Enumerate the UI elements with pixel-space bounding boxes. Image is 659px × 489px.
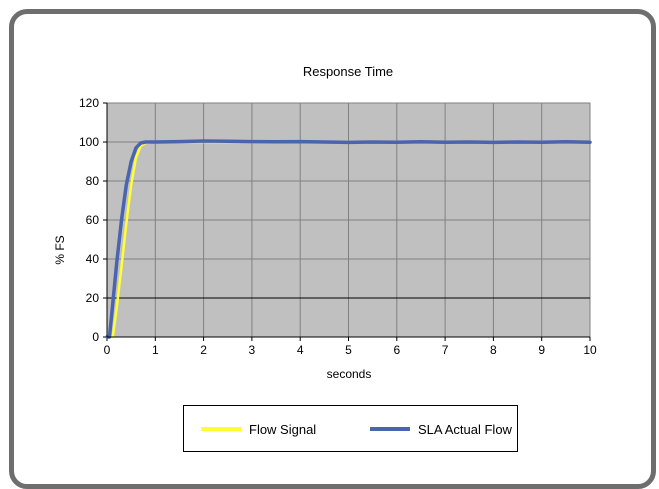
x-tick-label: 8 bbox=[490, 343, 497, 357]
x-tick-label: 6 bbox=[393, 343, 400, 357]
legend-swatch-sla-actual-flow bbox=[370, 427, 410, 431]
x-tick-label: 5 bbox=[345, 343, 352, 357]
x-tick-label: 9 bbox=[538, 343, 545, 357]
y-axis-ticks: 0 20 40 60 80 100 120 bbox=[79, 96, 107, 344]
x-tick-label: 2 bbox=[200, 343, 207, 357]
legend-label-flow-signal: Flow Signal bbox=[249, 421, 317, 437]
chart-title: Response Time bbox=[303, 64, 393, 79]
x-tick-label: 10 bbox=[583, 343, 597, 357]
legend-swatch-flow-signal bbox=[201, 427, 241, 431]
y-tick-label: 60 bbox=[86, 213, 100, 227]
chart-legend: Flow Signal SLA Actual Flow bbox=[183, 405, 518, 452]
x-tick-label: 0 bbox=[104, 343, 111, 357]
y-axis-label: % FS bbox=[53, 235, 67, 264]
y-tick-label: 120 bbox=[79, 96, 99, 110]
x-tick-label: 1 bbox=[152, 343, 159, 357]
series-layer bbox=[105, 139, 592, 339]
y-tick-label: 0 bbox=[92, 330, 99, 344]
legend-item-sla-actual-flow: SLA Actual Flow bbox=[370, 420, 512, 438]
y-tick-label: 20 bbox=[86, 291, 100, 305]
x-tick-label: 4 bbox=[297, 343, 304, 357]
x-tick-label: 3 bbox=[249, 343, 256, 357]
x-tick-label: 7 bbox=[442, 343, 449, 357]
legend-label-sla-actual-flow: SLA Actual Flow bbox=[418, 421, 512, 437]
response-time-chart: Response Time 0 1 2 3 4 5 6 7 8 9 10 0 20 40 60 80 100 1… bbox=[53, 64, 597, 381]
x-axis-label: seconds bbox=[327, 367, 372, 381]
y-tick-label: 100 bbox=[79, 135, 99, 149]
y-tick-label: 80 bbox=[86, 174, 100, 188]
x-axis-ticks: 0 1 2 3 4 5 6 7 8 9 10 bbox=[104, 337, 597, 357]
legend-item-flow-signal: Flow Signal bbox=[201, 420, 316, 438]
y-tick-label: 40 bbox=[86, 252, 100, 266]
series-line-sla-actual-flow bbox=[105, 139, 592, 339]
